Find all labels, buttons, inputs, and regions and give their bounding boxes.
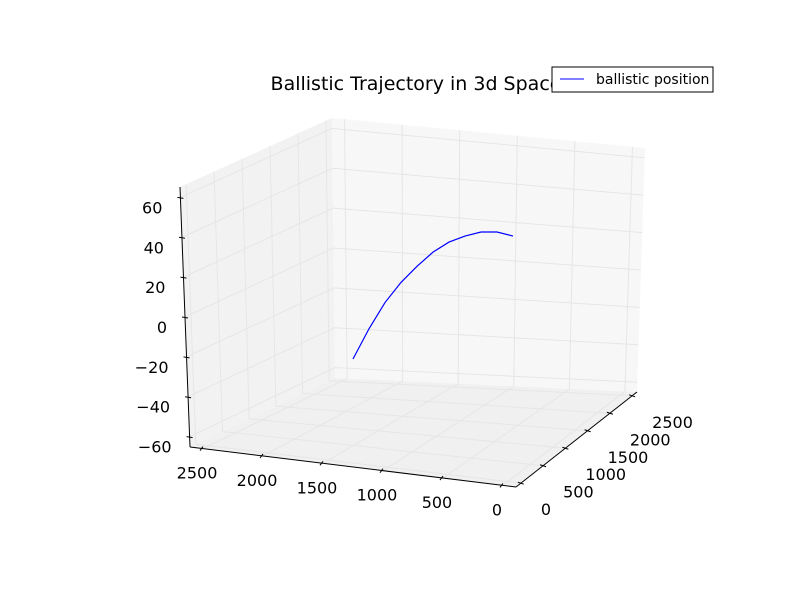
z-grid-line	[183, 207, 643, 278]
y-tick-label: 500	[422, 493, 453, 512]
y-axis-line	[189, 446, 517, 488]
y-tick-label: 1500	[297, 478, 338, 497]
x-tick	[517, 481, 524, 485]
x-grid-line	[269, 146, 588, 432]
axes-grid	[180, 119, 645, 486]
z-tick	[180, 276, 187, 279]
z-grid-line	[186, 287, 640, 358]
x-tick	[629, 394, 636, 398]
y-grid-line	[382, 135, 518, 472]
x-tick-label: 0	[541, 500, 551, 519]
z-tick-label: 40	[144, 238, 164, 257]
back-wall-pane	[332, 118, 645, 392]
x-grid-line	[241, 158, 566, 449]
y-tick	[379, 468, 384, 473]
legend: ballistic position	[551, 66, 714, 93]
x-grid-line	[213, 171, 544, 467]
z-tick	[181, 316, 189, 319]
left-wall-pane	[180, 118, 335, 447]
floor-pane	[190, 378, 637, 487]
x-tick-label: 500	[563, 483, 594, 502]
chart-title: Ballistic Trajectory in 3d Space	[271, 73, 562, 95]
z-grid-line	[180, 127, 645, 198]
z-tick	[183, 356, 190, 359]
y-tick	[199, 446, 204, 451]
x-grid-line	[297, 133, 610, 414]
axes-lines	[177, 186, 638, 488]
x-tick	[562, 446, 569, 450]
z-tick-label: −40	[136, 398, 170, 417]
z-tick	[178, 236, 186, 239]
x-tick-label: 2500	[652, 413, 693, 432]
z-tick-label: −20	[135, 358, 169, 377]
z-tick	[177, 196, 184, 199]
y-tick-label: 1000	[357, 486, 398, 505]
x-grid-line	[185, 184, 521, 484]
x-tick-label: 1000	[585, 465, 626, 484]
z-tick	[186, 436, 193, 439]
y-tick	[259, 453, 264, 459]
x-axis-line	[515, 391, 638, 488]
trajectory-line	[352, 231, 514, 360]
z-grid-line	[181, 167, 644, 238]
y-tick	[439, 475, 444, 481]
y-grid-line	[502, 146, 633, 486]
series-group	[352, 231, 514, 360]
z-grid-line	[184, 247, 642, 318]
z-tick-label: 0	[157, 318, 167, 337]
y-grid-line	[202, 119, 348, 450]
z-tick-label: 20	[145, 278, 165, 297]
x-tick-label: 2000	[630, 430, 671, 449]
y-tick	[319, 461, 324, 466]
y-grid-line	[442, 141, 576, 479]
x-tick-label: 1500	[608, 448, 649, 467]
y-grid-line	[322, 130, 461, 464]
x-grid-line	[325, 120, 633, 397]
z-tick-label: 60	[142, 198, 162, 217]
z-grid-line	[189, 367, 638, 438]
y-tick-label: 0	[492, 500, 502, 519]
y-tick-label: 2000	[237, 471, 278, 490]
axes-panes	[180, 118, 645, 487]
z-tick-labels: 60 40 20 0 −20 −40 −60	[135, 198, 172, 456]
z-tick-label: −60	[138, 438, 172, 457]
y-grid-line	[262, 124, 404, 457]
z-grid-line	[187, 327, 639, 398]
y-tick-label: 2500	[177, 464, 218, 483]
x-tick	[584, 429, 591, 433]
x-tick	[539, 464, 547, 468]
x-tick	[606, 411, 614, 415]
legend-label: ballistic position	[596, 72, 709, 88]
z-tick	[184, 396, 192, 399]
y-tick-labels: 2500 2000 1500 1000 500 0	[177, 464, 502, 520]
y-tick	[499, 483, 504, 488]
